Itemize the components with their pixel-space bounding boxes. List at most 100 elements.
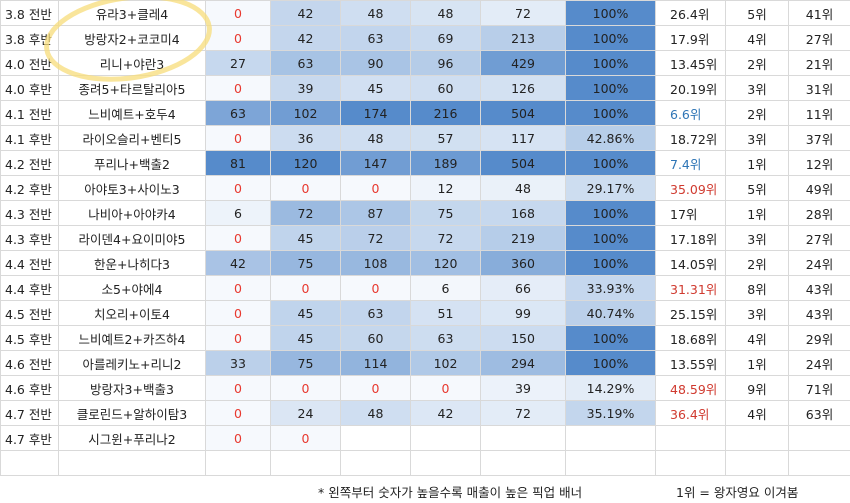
table-cell: 35.09위 <box>655 175 726 201</box>
table-cell: 213 <box>480 25 566 51</box>
table-row: 4.5 후반 느비예트2+카즈하4 0 45 60 63 150 100% 18.68위 4위 29… <box>0 325 850 351</box>
table-cell: 리니+야란3 <box>58 50 206 76</box>
table-cell: 14.29% <box>565 375 656 401</box>
table-cell: 24 <box>270 400 341 426</box>
table-cell: 6 <box>410 275 481 301</box>
table-cell: 4위 <box>725 25 789 51</box>
table-cell: 39 <box>270 75 341 101</box>
table-cell: 17위 <box>655 200 726 226</box>
table-cell: 63 <box>270 50 341 76</box>
table-cell: 0 <box>205 375 271 401</box>
table-cell: 4.5 전반 <box>0 300 59 326</box>
table-cell: 3위 <box>725 75 789 101</box>
table-cell: 504 <box>480 150 566 176</box>
table-cell: 7.4위 <box>655 150 726 176</box>
table-cell: 75 <box>270 350 341 376</box>
table-cell: 66 <box>480 275 566 301</box>
table-cell: 28위 <box>788 200 850 226</box>
table-cell: 4.4 후반 <box>0 275 59 301</box>
table-cell: 100% <box>565 200 656 226</box>
table-row: 4.6 후반 방랑자3+백출3 0 0 0 0 39 14.29% 48.59위 9위 71위 <box>0 375 850 401</box>
table-cell: 48 <box>410 0 481 26</box>
table-cell: 0 <box>205 275 271 301</box>
table-cell: 5위 <box>725 0 789 26</box>
table-cell: 6 <box>205 200 271 226</box>
table-cell: 4.7 전반 <box>0 400 59 426</box>
table-cell: 4위 <box>725 400 789 426</box>
table-cell <box>725 450 789 476</box>
table-cell: 45 <box>270 300 341 326</box>
table-cell: 45 <box>270 325 341 351</box>
table-cell: 126 <box>480 75 566 101</box>
table-cell: 4.0 전반 <box>0 50 59 76</box>
table-cell: 120 <box>410 250 481 276</box>
footer: * 왼쪽부터 숫자가 높을수록 매출이 높은 픽업 배너 1위 = 왕자영요 이… <box>0 478 850 503</box>
table-cell: 2위 <box>725 100 789 126</box>
table-cell: 25.15위 <box>655 300 726 326</box>
table-cell: 35.19% <box>565 400 656 426</box>
table-cell: 71위 <box>788 375 850 401</box>
table-cell: 0 <box>205 325 271 351</box>
table-cell: 치오리+이토4 <box>58 300 206 326</box>
table-cell: 24위 <box>788 350 850 376</box>
table-cell: 150 <box>480 325 566 351</box>
table-cell <box>0 450 59 476</box>
table-cell: 시그윈+푸리나2 <box>58 425 206 451</box>
table-cell: 102 <box>270 100 341 126</box>
table-cell <box>205 450 271 476</box>
table-cell: 라이덴4+요이미야5 <box>58 225 206 251</box>
table-cell: 4.0 후반 <box>0 75 59 101</box>
table-row: 4.1 전반 느비예트+호두4 63 102 174 216 504 100% 6.6위 2위 11… <box>0 100 850 126</box>
table-cell <box>340 450 411 476</box>
table-cell: 72 <box>410 225 481 251</box>
table-cell: 푸리나+백출2 <box>58 150 206 176</box>
table-cell: 100% <box>565 0 656 26</box>
table-cell: 13.55위 <box>655 350 726 376</box>
table-cell: 아야토3+사이노3 <box>58 175 206 201</box>
table-cell: 소5+야에4 <box>58 275 206 301</box>
table-cell: 100% <box>565 75 656 101</box>
table-cell <box>788 425 850 451</box>
table-cell: 4위 <box>725 325 789 351</box>
table-cell: 48 <box>340 400 411 426</box>
table-cell: 102 <box>410 350 481 376</box>
table-cell: 나비아+아야카4 <box>58 200 206 226</box>
table-cell: 1위 <box>725 150 789 176</box>
table-cell: 3.8 전반 <box>0 0 59 26</box>
table-cell: 21위 <box>788 50 850 76</box>
table-cell: 96 <box>410 50 481 76</box>
table-cell: 63 <box>340 300 411 326</box>
table-row: 4.3 전반 나비아+아야카4 6 72 87 75 168 100% 17위 1위 28위 <box>0 200 850 226</box>
table-row <box>0 450 850 476</box>
table-cell: 4.2 후반 <box>0 175 59 201</box>
table-cell: 114 <box>340 350 411 376</box>
table-cell: 117 <box>480 125 566 151</box>
table-cell: 느비예트+호두4 <box>58 100 206 126</box>
table-cell: 0 <box>205 125 271 151</box>
table-cell: 174 <box>340 100 411 126</box>
table-cell: 49위 <box>788 175 850 201</box>
table-cell: 42 <box>205 250 271 276</box>
table-cell: 0 <box>270 375 341 401</box>
table-cell: 0 <box>205 225 271 251</box>
table-cell: 294 <box>480 350 566 376</box>
table-cell: 0 <box>270 175 341 201</box>
table-cell: 100% <box>565 25 656 51</box>
table-cell <box>480 450 566 476</box>
table-cell: 48 <box>340 0 411 26</box>
table-cell: 14.05위 <box>655 250 726 276</box>
table-cell: 24위 <box>788 250 850 276</box>
table-cell: 48.59위 <box>655 375 726 401</box>
footer-legend: 1위 = 왕자영요 이겨봄 <box>676 485 799 500</box>
table-cell: 6.6위 <box>655 100 726 126</box>
table-cell: 72 <box>480 0 566 26</box>
table-row: 4.7 전반 클로린드+알하이탐3 0 24 48 42 72 35.19% 36.4위 4위 63… <box>0 400 850 426</box>
table-cell: 29.17% <box>565 175 656 201</box>
table-cell: 0 <box>205 400 271 426</box>
table-cell: 0 <box>205 425 271 451</box>
table-cell: 39 <box>480 375 566 401</box>
table-cell: 0 <box>340 175 411 201</box>
table-cell: 27위 <box>788 225 850 251</box>
table-cell: 2위 <box>725 50 789 76</box>
table-cell: 72 <box>340 225 411 251</box>
